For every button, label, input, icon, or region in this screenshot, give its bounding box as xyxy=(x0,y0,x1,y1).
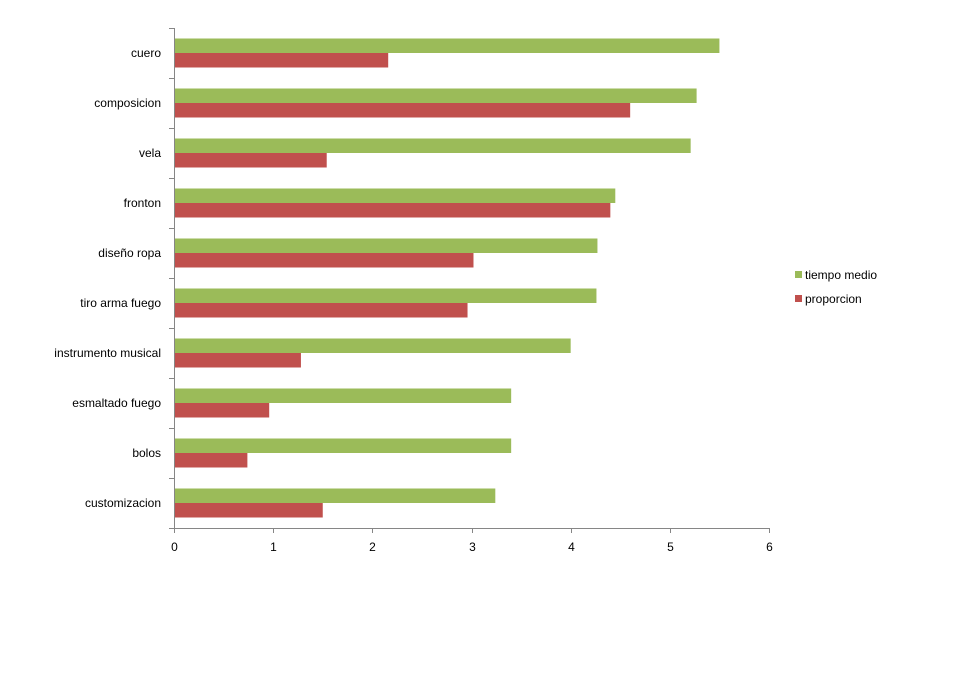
bar-tiempo-medio-6 xyxy=(174,338,571,353)
bar-proporcion-4 xyxy=(174,253,474,268)
bar-tiempo-medio-5 xyxy=(174,288,597,303)
bar-proporcion-0 xyxy=(174,53,389,68)
legend: tiempo medio proporcion xyxy=(795,268,877,306)
category-label-0: cuero xyxy=(131,46,161,60)
bar-proporcion-3 xyxy=(174,203,611,218)
bar-tiempo-medio-1 xyxy=(174,88,697,103)
bar-tiempo-medio-2 xyxy=(174,138,691,153)
bar-proporcion-7 xyxy=(174,403,270,418)
category-label-7: esmaltado fuego xyxy=(72,396,161,410)
x-tick-label-2: 2 xyxy=(369,540,376,554)
category-labels: cuero composicion vela fronton diseño ropa ti… xyxy=(54,46,161,510)
legend-label-0: tiempo medio xyxy=(805,268,877,282)
category-label-9: customizacion xyxy=(85,496,161,510)
y-axis-ticks xyxy=(169,28,174,529)
category-label-1: composicion xyxy=(94,96,161,110)
x-tick-label-1: 1 xyxy=(270,540,277,554)
legend-label-1: proporcion xyxy=(805,292,862,306)
category-label-3: fronton xyxy=(124,196,161,210)
bar-tiempo-medio-4 xyxy=(174,238,598,253)
bar-proporcion-6 xyxy=(174,353,301,368)
x-tick-label-0: 0 xyxy=(171,540,178,554)
category-label-5: tiro arma fuego xyxy=(80,296,161,310)
bar-tiempo-medio-7 xyxy=(174,388,512,403)
bar-tiempo-medio-3 xyxy=(174,188,616,203)
bar-proporcion-2 xyxy=(174,153,327,168)
bar-tiempo-medio-0 xyxy=(174,38,720,53)
bar-proporcion-1 xyxy=(174,103,631,118)
bar-proporcion-5 xyxy=(174,303,468,318)
legend-swatch-1 xyxy=(795,295,802,302)
x-tick-label-5: 5 xyxy=(667,540,674,554)
x-tick-label-6: 6 xyxy=(766,540,773,554)
bar-tiempo-medio-8 xyxy=(174,438,512,453)
category-label-2: vela xyxy=(139,146,161,160)
bar-proporcion-9 xyxy=(174,503,323,518)
category-label-4: diseño ropa xyxy=(98,246,161,260)
x-tick-label-4: 4 xyxy=(568,540,575,554)
category-label-6: instrumento musical xyxy=(54,346,161,360)
x-axis-ticks: 0 1 2 3 4 5 6 xyxy=(171,528,773,554)
bars-group xyxy=(174,38,720,518)
category-label-8: bolos xyxy=(132,446,161,460)
x-tick-label-3: 3 xyxy=(469,540,476,554)
bar-proporcion-8 xyxy=(174,453,248,468)
bar-tiempo-medio-9 xyxy=(174,488,496,503)
legend-swatch-0 xyxy=(795,271,802,278)
